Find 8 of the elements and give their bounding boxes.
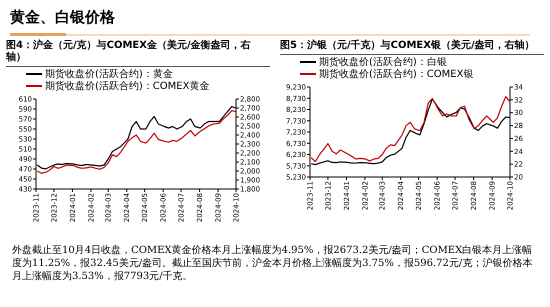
chart-title: 图5：沪银（元/千克）与COMEX银（美元/盎司，右轴） (280, 40, 544, 55)
legend-label: 期货收盘价(活跃合约)：COMEX黄金 (45, 81, 210, 92)
legend-label: 期货收盘价(活跃合约)：白银 (319, 57, 447, 68)
chart-title: 图4：沪金（元/克）与COMEX金（美元/金衡盎司，右轴） (6, 40, 270, 67)
text: 黄金、白银价格 (10, 8, 115, 27)
legend-label: 期货收盘价(活跃合约)：COMEX银 (319, 69, 474, 80)
legend-label: 期货收盘价(活跃合约)：黄金 (45, 69, 173, 80)
text: 外盘截止至10月4日收盘，COMEX黄金价格本月上涨幅度为4.95%，报2673.2美元/盎司；COMEX白银本月上涨幅度为11.25%，报32.45美元/盎司。截止至国庆节前，沪金本月价格上涨幅度为3.75%，报596.72元/克；沪银价格本月上涨幅度为3.53%，报7793元/千克。 (12, 244, 534, 283)
